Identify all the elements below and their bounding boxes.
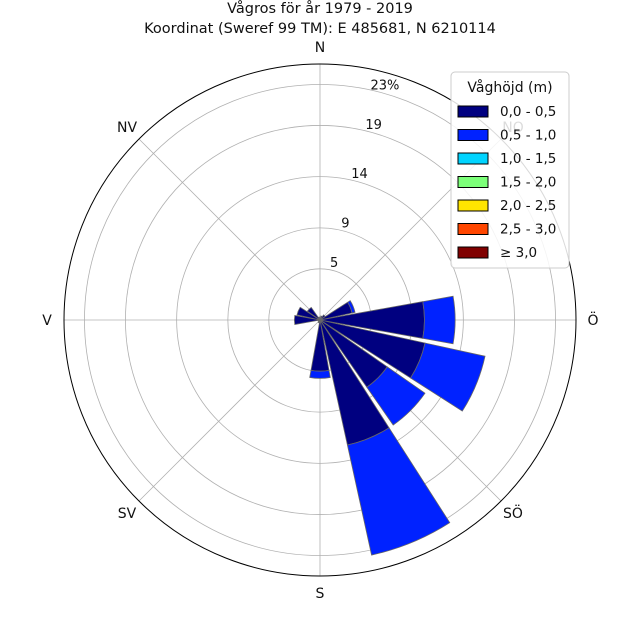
grid-spoke-5: [138, 319, 321, 502]
legend-label-0: 0,0 - 0,5: [500, 104, 556, 120]
radial-tick-label-4: 23%: [370, 79, 399, 94]
legend-swatch-4: [457, 199, 489, 212]
bar-112.5-bin-1: [410, 342, 486, 412]
direction-label-sv: SV: [118, 506, 137, 522]
direction-label-sö: SÖ: [503, 504, 523, 522]
direction-label-s: S: [316, 586, 325, 602]
legend-title: Våghöjd (m): [467, 79, 552, 96]
radial-tick-label-2: 14: [351, 167, 368, 182]
legend-label-4: 2,0 - 2,5: [500, 198, 556, 214]
bar-90-bin-1: [422, 295, 456, 345]
legend-swatch-6: [457, 246, 489, 259]
grid-spoke-7: [138, 138, 321, 321]
bar-315-bin-0: [306, 306, 321, 321]
legend-swatch-1: [457, 129, 489, 141]
direction-label-nv: NV: [117, 120, 137, 136]
direction-label-ö: Ö: [587, 311, 598, 329]
radial-tick-label-1: 9: [341, 216, 349, 231]
legend-label-1: 0,5 - 1,0: [500, 128, 556, 144]
radial-tick-label-0: 5: [330, 256, 338, 271]
radial-tick-labels: 5 9 14 19 23%: [330, 79, 399, 271]
legend-swatch-2: [457, 152, 489, 165]
legend-swatch-0: [457, 105, 489, 118]
bar-135-bin-1: [366, 366, 426, 426]
chart-title: Vågros för år 1979 - 2019: [227, 0, 413, 17]
chart-subtitle: Koordinat (Sweref 99 TM): E 485681, N 62…: [144, 21, 496, 37]
legend-label-3: 1,5 - 2,0: [500, 175, 556, 191]
bar-180-bin-1: [309, 369, 331, 379]
legend-box: [450, 71, 570, 269]
outer-circle: [63, 63, 577, 577]
legend-swatch-5: [457, 223, 489, 235]
direction-label-v: V: [42, 313, 52, 329]
legend-label-2: 1,0 - 1,5: [500, 151, 556, 167]
bar-337.5-bin-0: [317, 316, 321, 321]
radial-tick-label-3: 19: [365, 118, 382, 133]
direction-label-n: N: [315, 40, 325, 56]
legend-swatch-3: [457, 176, 489, 188]
bar-157.5-bin-1: [346, 427, 451, 556]
rose-bars: [294, 295, 486, 556]
bar-67.5-bin-1: [347, 300, 356, 314]
legend-label-6: ≥ 3,0: [500, 245, 537, 261]
legend: Våghöjd (m) 0,0 - 0,5 0,5 - 1,0 1,0 - 1,5 1,…: [450, 71, 570, 269]
legend-label-5: 2,5 - 3,0: [500, 222, 556, 238]
